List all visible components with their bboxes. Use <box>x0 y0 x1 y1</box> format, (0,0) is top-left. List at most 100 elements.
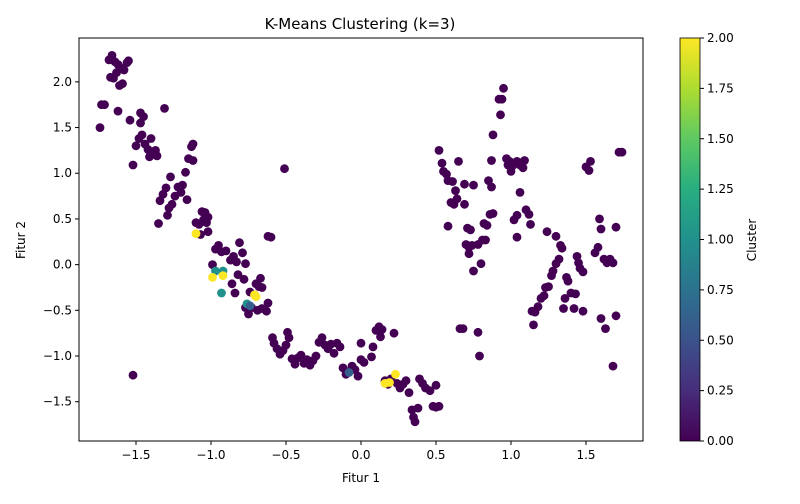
y-axis-ticks: −1.5 −1.0 −0.5 0.0 0.5 1.0 1.5 2.0 <box>43 75 79 409</box>
data-point <box>377 325 387 334</box>
data-point <box>482 220 492 230</box>
y-tick-label: 0.0 <box>53 258 72 272</box>
data-point <box>167 199 177 209</box>
data-point <box>187 142 196 152</box>
data-point <box>469 180 478 190</box>
data-point <box>203 227 213 237</box>
data-point <box>391 369 400 379</box>
colorbar-tick-label: 0.50 <box>707 333 734 347</box>
data-point <box>611 222 621 232</box>
data-point <box>317 333 327 343</box>
y-tick-label: −1.0 <box>43 349 72 363</box>
data-point <box>335 342 345 352</box>
data-point <box>217 288 226 298</box>
data-point <box>569 304 579 313</box>
data-point <box>431 380 441 390</box>
x-axis-ticks: −1.5 −1.0 −0.5 0.0 0.5 1.0 1.5 <box>121 441 596 462</box>
data-points <box>95 51 627 427</box>
data-point <box>221 246 231 256</box>
data-point <box>578 267 588 277</box>
data-point <box>155 196 165 206</box>
data-point <box>181 167 190 177</box>
data-point <box>554 254 564 264</box>
data-point <box>572 252 582 261</box>
data-point <box>578 306 588 316</box>
data-point <box>611 311 621 321</box>
data-point <box>544 282 553 291</box>
data-point <box>367 352 376 362</box>
data-point <box>241 259 250 269</box>
data-point <box>166 172 175 182</box>
data-point <box>487 156 496 165</box>
data-point <box>128 160 138 170</box>
data-point <box>571 289 580 299</box>
data-point <box>281 340 291 350</box>
data-point <box>512 210 522 220</box>
data-point <box>476 259 486 269</box>
chart-title: K-Means Clustering (k=3) <box>265 15 456 33</box>
data-point <box>475 351 484 361</box>
data-point <box>359 358 369 367</box>
x-tick-label: −0.5 <box>271 448 300 462</box>
data-point <box>586 157 595 166</box>
data-point <box>368 342 378 352</box>
data-point <box>154 219 163 228</box>
data-point <box>124 56 133 66</box>
data-point <box>380 379 390 388</box>
x-tick-label: −1.5 <box>121 448 150 462</box>
data-point <box>458 324 468 333</box>
data-point <box>448 177 457 186</box>
data-point <box>529 320 538 330</box>
data-point <box>118 79 127 89</box>
data-point <box>437 158 447 168</box>
data-point <box>239 274 249 284</box>
data-point <box>434 146 444 155</box>
data-point <box>520 156 529 165</box>
colorbar-tick-label: 1.25 <box>707 182 734 196</box>
data-point <box>176 188 186 197</box>
data-point <box>410 417 420 427</box>
x-tick-label: 0.0 <box>351 448 370 462</box>
data-point <box>136 118 145 128</box>
data-point <box>95 123 105 132</box>
y-axis-label: Fitur 2 <box>14 221 28 259</box>
data-point <box>256 273 265 283</box>
data-point <box>533 302 543 312</box>
data-point <box>376 332 385 342</box>
data-point <box>145 152 154 162</box>
data-point <box>466 225 475 235</box>
data-point <box>434 401 444 411</box>
data-point <box>356 338 366 348</box>
data-point <box>496 110 505 120</box>
x-tick-label: −1.0 <box>196 448 225 462</box>
data-point <box>460 179 469 189</box>
data-point <box>128 370 138 380</box>
data-point <box>443 221 453 231</box>
data-point <box>244 309 253 319</box>
data-point <box>481 235 490 245</box>
data-point <box>163 210 172 220</box>
colorbar-tick-label: 0.00 <box>707 434 734 448</box>
colorbar-tick-label: 1.50 <box>707 132 734 146</box>
x-tick-label: 1.0 <box>501 448 520 462</box>
data-point <box>235 238 244 248</box>
data-point <box>344 368 354 377</box>
colorbar-label: Cluster <box>745 219 759 262</box>
data-point <box>262 306 271 316</box>
data-point <box>548 266 558 276</box>
data-point <box>202 218 211 228</box>
data-point <box>226 255 235 265</box>
y-tick-label: 2.0 <box>53 75 72 89</box>
colorbar-tick-label: 0.25 <box>707 384 734 398</box>
data-point <box>451 186 460 196</box>
data-point <box>542 227 552 237</box>
data-point <box>109 73 118 83</box>
data-point <box>353 371 363 381</box>
data-point <box>151 146 160 155</box>
data-point <box>296 350 306 360</box>
data-point <box>230 288 240 298</box>
colorbar-tick-label: 2.00 <box>707 31 734 45</box>
data-point <box>473 327 483 337</box>
data-point <box>125 115 135 125</box>
